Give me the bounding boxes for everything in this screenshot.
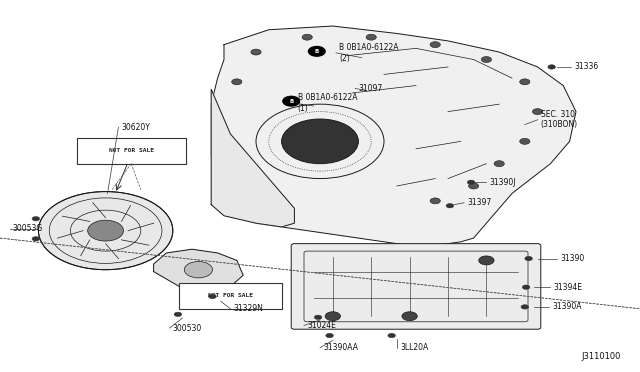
Text: B 0B1A0-6122A
(2): B 0B1A0-6122A (2) xyxy=(339,43,399,62)
Polygon shape xyxy=(211,26,576,246)
Polygon shape xyxy=(154,249,243,290)
Text: NOT FOR SALE: NOT FOR SALE xyxy=(208,293,253,298)
Circle shape xyxy=(520,138,530,144)
Circle shape xyxy=(532,109,543,115)
Circle shape xyxy=(325,312,340,321)
FancyBboxPatch shape xyxy=(77,138,186,164)
Circle shape xyxy=(467,180,475,185)
Circle shape xyxy=(481,57,492,62)
Circle shape xyxy=(232,79,242,85)
Text: B 0B1A0-6122A
(1): B 0B1A0-6122A (1) xyxy=(298,93,357,113)
Circle shape xyxy=(282,119,358,164)
Text: 31097: 31097 xyxy=(358,84,383,93)
Text: B: B xyxy=(315,49,319,54)
Circle shape xyxy=(520,79,530,85)
Text: 31394E: 31394E xyxy=(554,283,582,292)
FancyBboxPatch shape xyxy=(291,244,541,329)
Circle shape xyxy=(32,217,40,221)
Circle shape xyxy=(302,34,312,40)
Circle shape xyxy=(32,237,40,241)
Circle shape xyxy=(479,256,494,265)
Circle shape xyxy=(209,294,216,299)
Text: 31336: 31336 xyxy=(574,62,598,71)
Circle shape xyxy=(88,220,124,241)
Text: 300530: 300530 xyxy=(173,324,202,333)
Circle shape xyxy=(402,312,417,321)
Circle shape xyxy=(521,305,529,309)
Text: 31390A: 31390A xyxy=(552,302,582,311)
Circle shape xyxy=(174,312,182,317)
Circle shape xyxy=(184,262,212,278)
FancyBboxPatch shape xyxy=(179,283,282,309)
Circle shape xyxy=(251,49,261,55)
Text: 31390J: 31390J xyxy=(490,178,516,187)
Polygon shape xyxy=(211,89,294,227)
Text: 31390AA: 31390AA xyxy=(323,343,358,352)
Circle shape xyxy=(494,161,504,167)
Circle shape xyxy=(308,46,325,56)
Text: J3110100: J3110100 xyxy=(581,352,621,361)
Circle shape xyxy=(283,96,300,106)
Circle shape xyxy=(468,183,479,189)
Text: 30620Y: 30620Y xyxy=(122,123,150,132)
Circle shape xyxy=(522,285,530,289)
Circle shape xyxy=(548,65,556,69)
Circle shape xyxy=(525,256,532,261)
Circle shape xyxy=(430,198,440,204)
Text: 31329N: 31329N xyxy=(234,304,264,313)
Text: 3LL20A: 3LL20A xyxy=(400,343,428,352)
Circle shape xyxy=(366,34,376,40)
Text: B: B xyxy=(289,99,293,104)
Circle shape xyxy=(446,203,454,208)
Text: NOT FOR SALE: NOT FOR SALE xyxy=(109,148,154,153)
Circle shape xyxy=(388,333,396,338)
Text: 30053G: 30053G xyxy=(13,224,43,233)
Text: 31390: 31390 xyxy=(560,254,584,263)
Text: 31397: 31397 xyxy=(467,198,492,207)
Text: 31024E: 31024E xyxy=(307,321,336,330)
Text: SEC. 310
(310BON): SEC. 310 (310BON) xyxy=(541,110,578,129)
Circle shape xyxy=(314,315,322,320)
Circle shape xyxy=(326,333,333,338)
Circle shape xyxy=(38,192,173,270)
Circle shape xyxy=(430,42,440,48)
